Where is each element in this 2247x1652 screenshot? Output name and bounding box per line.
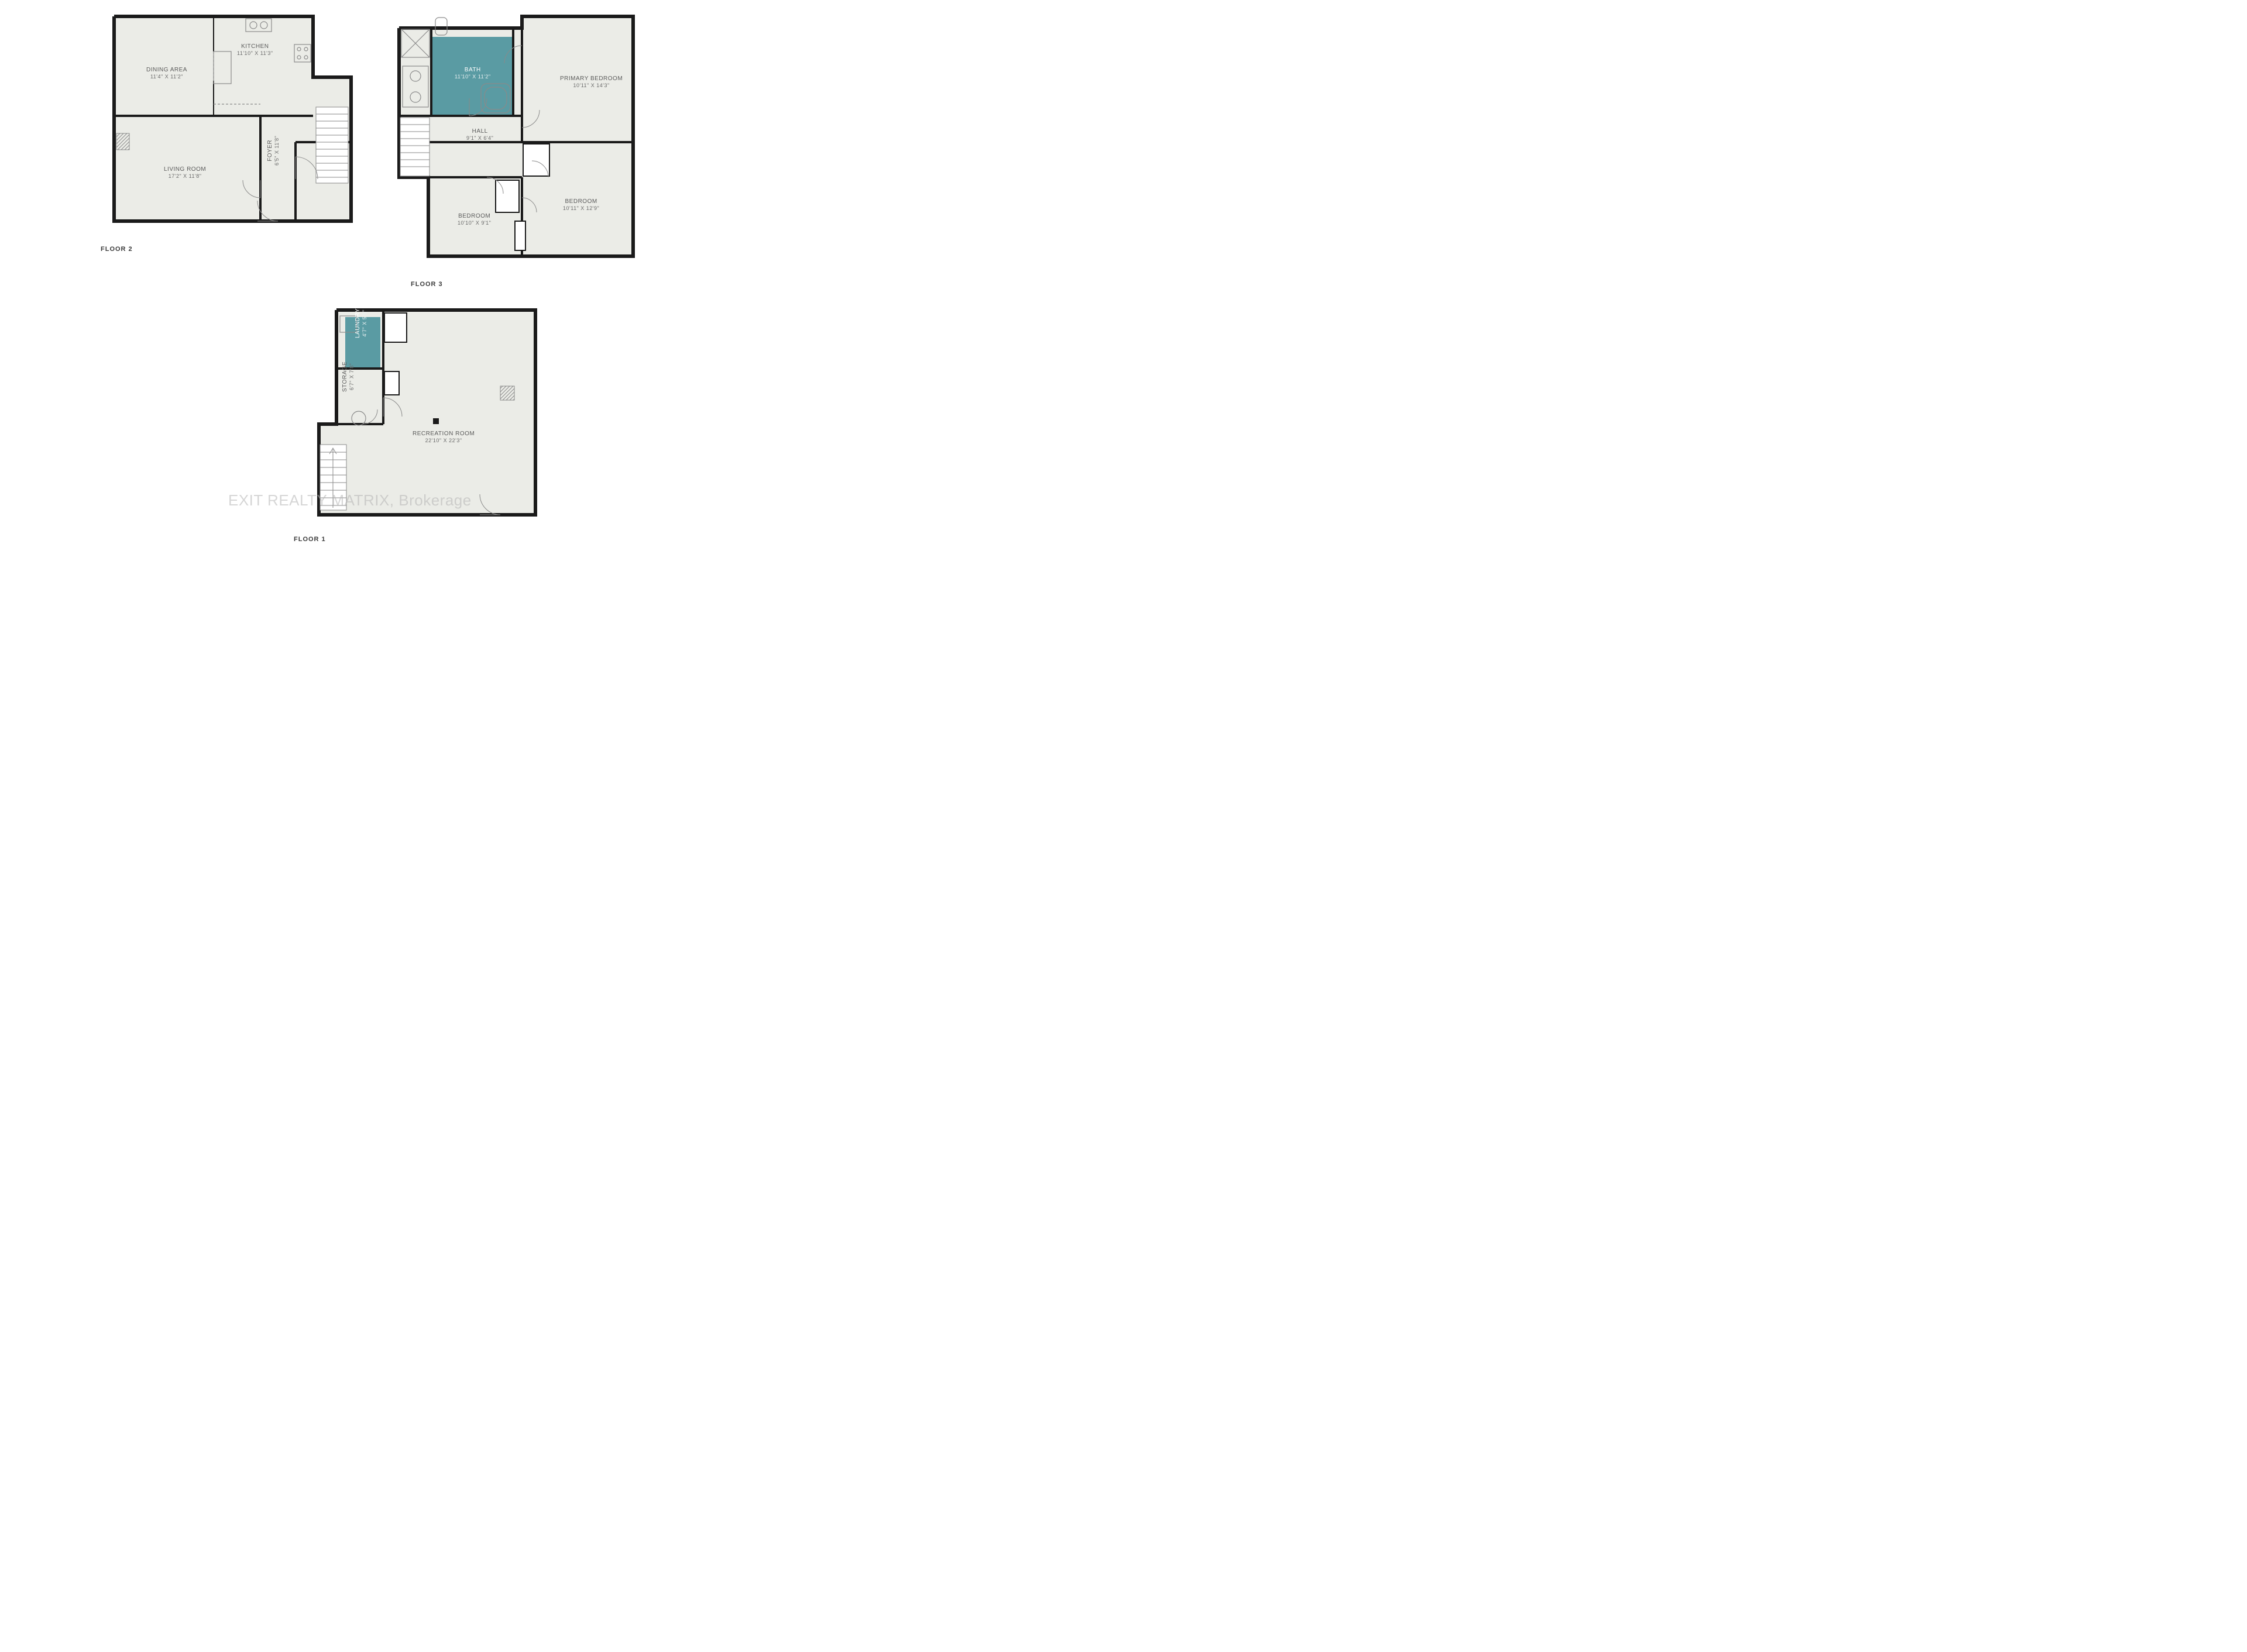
label-living: LIVING ROOM 17'2" X 11'8" (164, 166, 206, 180)
label-bath: BATH 11'10" X 11'2" (455, 66, 491, 81)
floor2-label: FLOOR 2 (101, 246, 133, 253)
watermark-text: EXIT REALTY MATRIX, Brokerage (228, 491, 472, 510)
label-hall: HALL 9'1" X 6'4" (466, 128, 493, 142)
floorplan-svg (0, 0, 749, 550)
floor3-plan (399, 16, 633, 256)
label-storage: STORAGE 6'7" X 7'8" (341, 362, 356, 392)
label-dining: DINING AREA 11'4" X 11'2" (146, 66, 187, 81)
floorplan-page: DINING AREA 11'4" X 11'2" KITCHEN 11'10"… (0, 0, 749, 550)
label-kitchen: KITCHEN 11'10" X 11'3" (237, 43, 273, 57)
floor1-label: FLOOR 1 (294, 536, 326, 543)
label-bedroom-c: BEDROOM 10'11" X 12'9" (563, 198, 599, 212)
floor1-plan (319, 310, 535, 515)
label-primary: PRIMARY BEDROOM 10'11" X 14'3" (560, 75, 623, 90)
label-laundry: LAUNDRY 4'7" X 5'5" (354, 308, 369, 338)
floor3-label: FLOOR 3 (411, 281, 443, 288)
label-bedroom-b: BEDROOM 10'10" X 9'1" (458, 212, 491, 227)
label-rec: RECREATION ROOM 22'10" X 22'3" (413, 430, 475, 445)
floor2-plan (114, 16, 351, 221)
label-foyer: FOYER 6'5" X 11'8" (266, 136, 281, 166)
